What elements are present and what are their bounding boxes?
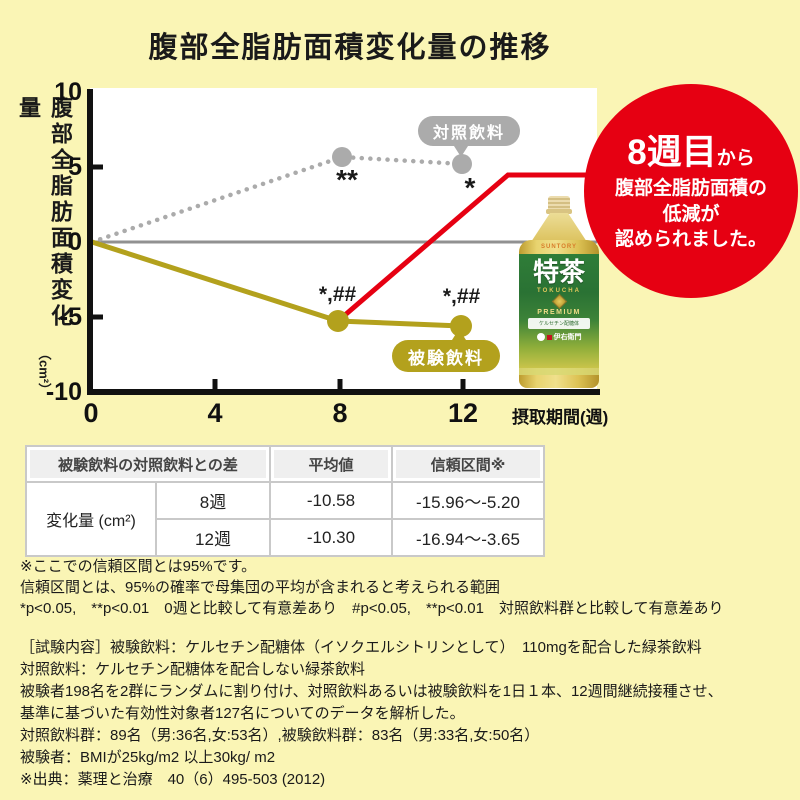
note-line: 対照飲料群：89名（男:36名,女:53名）,被験飲料群：83名（男:33名,女…: [20, 727, 540, 744]
x-tick-label-12: 12: [447, 398, 479, 428]
y-axis-label: 腹部全脂肪面積変化量 （cm²）: [12, 96, 76, 396]
result-badge: 8週目 から 腹部全脂肪面積の 低減が 認められました。: [584, 84, 798, 298]
badge-from-text: から: [716, 147, 755, 169]
test-point-week8: [327, 310, 349, 332]
bottle-grade-text: PREMIUM: [537, 309, 581, 316]
page-title: 腹部全脂肪面積変化量の推移: [148, 32, 552, 64]
y-tick-label-0: 0: [68, 228, 82, 256]
table-row-label: 変化量 (cm²): [27, 483, 155, 555]
table-header-group: 被験飲料の対照飲料との差: [27, 447, 269, 481]
x-tick-label-4: 4: [207, 398, 223, 428]
table-week12-mean: -10.30: [271, 520, 391, 555]
red-callout-line: [336, 172, 615, 323]
y-tick-label-10: 10: [54, 78, 82, 106]
table-header-ci: 信頼区間※: [393, 447, 543, 481]
bottle-romaji-text: TOKUCHA: [537, 288, 581, 294]
control-series-label: 対照飲料: [432, 125, 505, 142]
note-line: ※出典：薬理と治療 40（6）495-503 (2012): [20, 771, 326, 788]
difference-stats-table: 被験飲料の対照飲料との差 平均値 信頼区間※ 変化量 (cm²) 8週 -10.…: [25, 445, 545, 557]
badge-week-number: 8週目: [627, 132, 717, 172]
y-axis-label-text: 腹部全脂肪面積変化量: [16, 96, 73, 330]
note-line: *p<0.05, **p<0.01 0週と比較して有意差あり #p<0.05, …: [20, 600, 724, 617]
x-tick-label-0: 0: [83, 398, 99, 428]
table-week12-label: 12週: [157, 520, 269, 555]
badge-line1: 8週目 から: [627, 129, 754, 176]
bottle-brand-text: SUNTORY: [540, 244, 577, 250]
test-week8-significance: *,##: [318, 283, 357, 306]
badge-line3: 低減が: [662, 203, 720, 225]
test-week12-significance: *,##: [442, 285, 481, 308]
table-header-mean: 平均値: [271, 447, 391, 481]
bottle-claim-text: ケルセチン配糖体: [528, 318, 590, 329]
test-series-line: [89, 239, 464, 329]
bottle-cap-ring: [546, 209, 572, 214]
note-line: 被験者：BMIが25kg/m2 以上30kg/ m2: [20, 749, 276, 766]
bottle-label: 特茶 TOKUCHA PREMIUM ケルセチン配糖体 伊右衛門: [519, 254, 599, 368]
y-tick-label-neg10: -10: [45, 378, 82, 406]
y-tick-label-5: 5: [68, 153, 82, 181]
bottle-product-name: 特茶: [532, 258, 585, 287]
x-tick-label-8: 8: [332, 398, 348, 428]
note-line: ※ここでの信頼区間とは95%です。: [20, 558, 257, 575]
bottle-maker-row: 伊右衛門: [536, 332, 582, 342]
x-axis-label: 摂取期間(週): [512, 408, 609, 427]
control-series-line: [89, 154, 465, 245]
note-line: 信頼区間とは、95%の確率で母集団の平均が含まれると考えられる範囲: [20, 579, 501, 596]
badge-line4: 認められました。: [614, 229, 767, 251]
fat-area-line-chart: [87, 89, 615, 395]
bottle-maker-name: 伊右衛門: [553, 334, 582, 341]
maker-circle-icon: [536, 333, 545, 341]
bottle-lower-band: [519, 368, 599, 375]
bubble-tail-up: [452, 329, 466, 340]
table-week8-label: 8週: [157, 483, 269, 518]
study-detail-notes: ［試験内容］被験飲料：ケルセチン配糖体（イソクエルシトリンとして） 110mgを…: [20, 637, 790, 791]
test-series-label: 被験飲料: [408, 348, 484, 368]
badge-line2: 腹部全脂肪面積の: [614, 178, 767, 200]
bubble-tail-down: [454, 146, 468, 157]
bottle-neck: [531, 213, 587, 242]
test-series-bubble: 被験飲料: [392, 329, 500, 372]
tokucha-bottle-image: SUNTORY 特茶 TOKUCHA PREMIUM ケルセチン配糖体 伊右衛門: [517, 196, 601, 388]
confidence-interval-notes: ※ここでの信頼区間とは95%です。 信頼区間とは、95%の確率で母集団の平均が含…: [20, 556, 790, 619]
control-series-bubble: 対照飲料: [418, 116, 520, 157]
control-week12-significance: *: [464, 172, 476, 203]
note-line: 被験者198名を2群にランダムに割り付け、対照飲料あるいは被験飲料を1日１本、1…: [20, 683, 723, 700]
maker-red-tag-icon: [546, 334, 552, 340]
note-line: ［試験内容］被験飲料：ケルセチン配糖体（イソクエルシトリンとして） 110mgを…: [20, 639, 702, 656]
table-week8-ci: -15.96〜-5.20: [393, 483, 543, 518]
note-line: 基準に基づいた有効性対象者127名についてのデータを解析した。: [20, 705, 465, 722]
bottle-cap: [548, 196, 570, 210]
control-point-week8: [332, 147, 352, 167]
bottle-emblem-icon: [551, 293, 567, 310]
table-week8-mean: -10.58: [271, 483, 391, 518]
y-tick-label-neg5: -5: [59, 303, 82, 331]
note-line: 対照飲料：ケルセチン配糖体を配合しない緑茶飲料: [20, 661, 366, 678]
table-week12-ci: -16.94〜-3.65: [393, 520, 543, 555]
control-point-week12: [452, 154, 472, 174]
control-week8-significance: **: [336, 164, 358, 195]
y-axis-unit: （cm²）: [36, 346, 52, 396]
